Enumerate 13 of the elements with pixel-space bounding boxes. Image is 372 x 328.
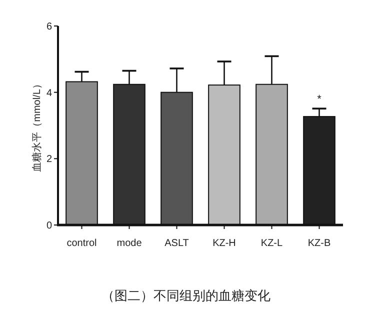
y-tick-label: 2 (46, 154, 52, 166)
x-tick-label: KZ-H (212, 238, 236, 249)
annotation: * (317, 94, 322, 106)
x-tick-label: mode (116, 238, 142, 249)
x-tick-label: KZ-L (260, 238, 284, 249)
y-axis-title: 血糖水平（mmol/L） (31, 79, 43, 172)
text: （图二）不同组别的血糖变化 (102, 288, 270, 303)
x-tick-label: KZ-B (308, 238, 331, 249)
x-tick-label: control (66, 238, 97, 249)
x-tick-label: ASLT (164, 238, 189, 249)
y-tick-label: 4 (46, 88, 52, 99)
y-tick-label: 0 (46, 220, 52, 232)
y-tick-label: 6 (46, 22, 52, 32)
